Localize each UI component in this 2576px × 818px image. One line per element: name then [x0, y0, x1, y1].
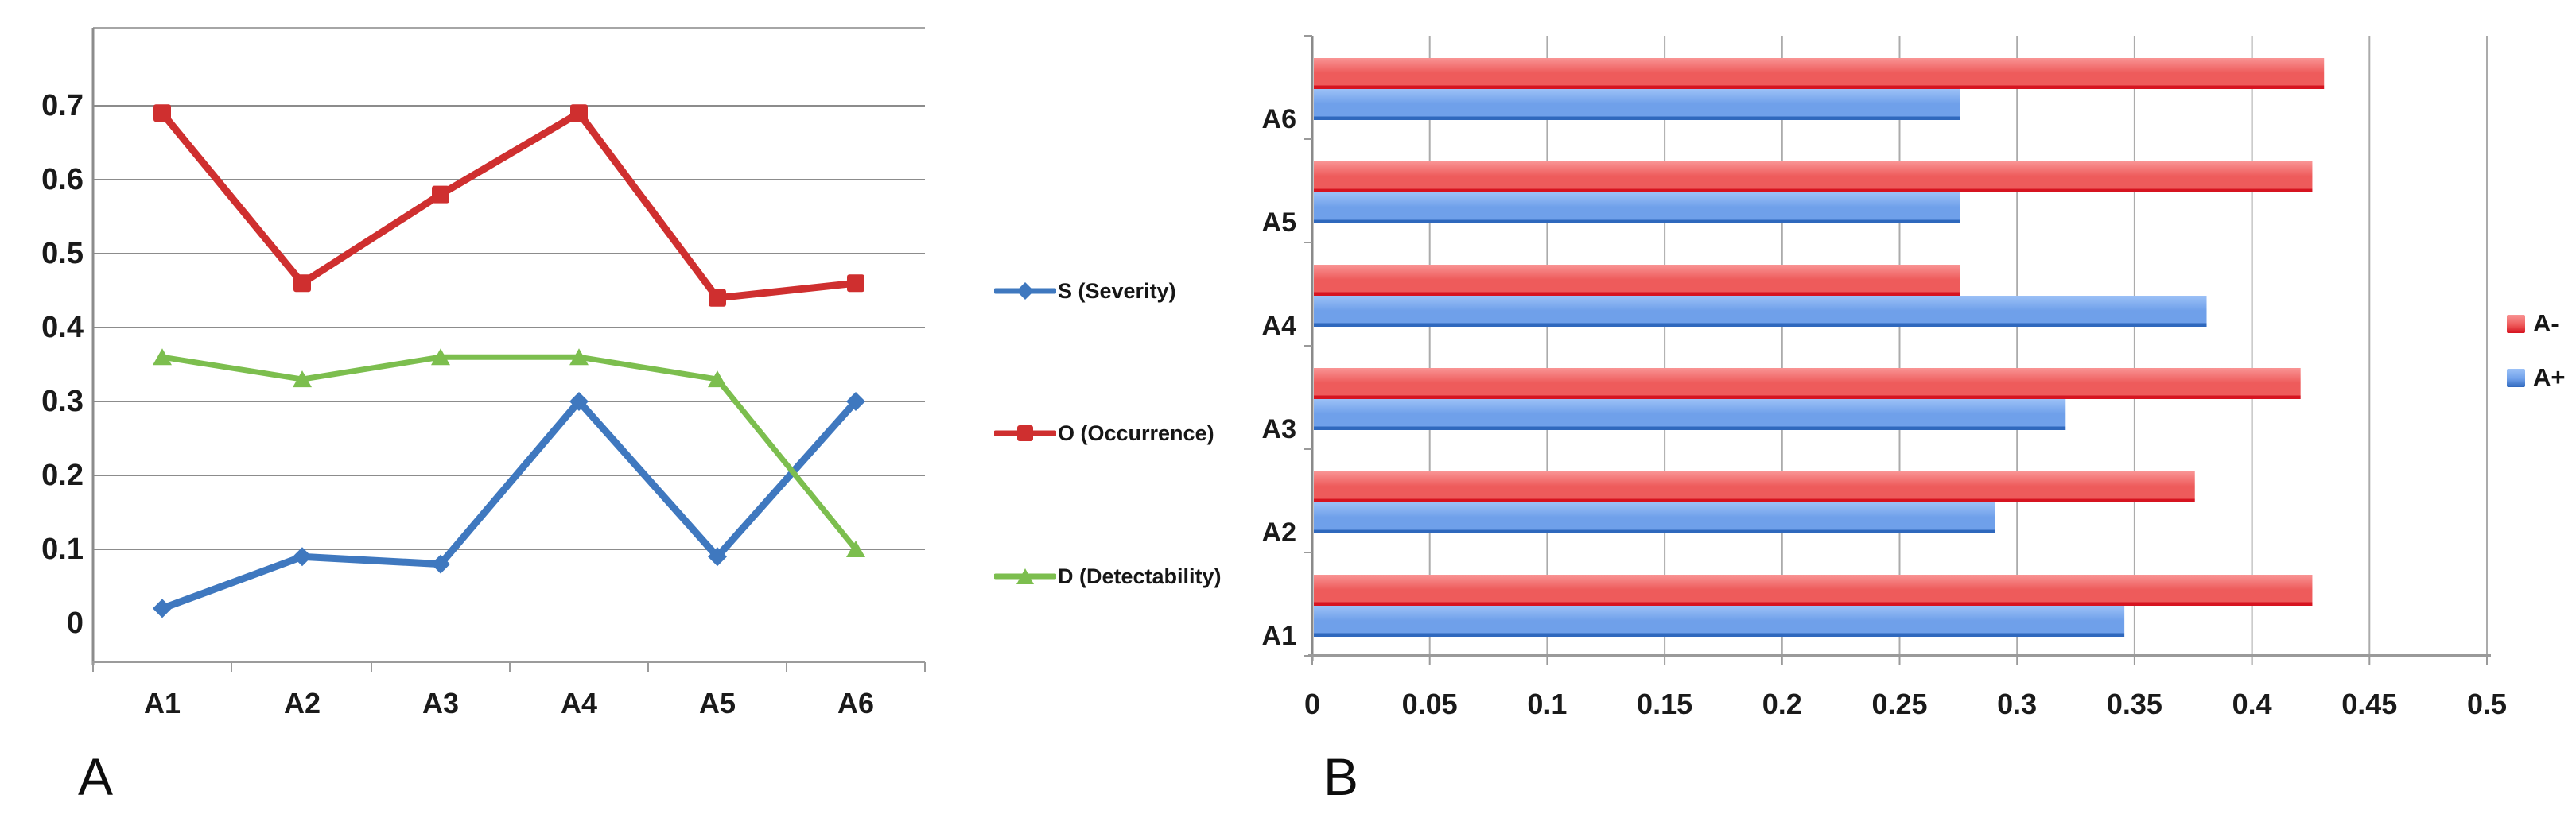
bar-a-plus-A2 [1314, 502, 1995, 533]
bar-a-plus-A6 [1314, 89, 1960, 120]
x-value-label-0.3: 0.3 [1997, 688, 2038, 720]
series-line-2 [159, 354, 859, 552]
a-minus-swatch-icon [2507, 314, 2525, 333]
x-value-label-0.1: 0.1 [1527, 688, 1568, 720]
bar-a-plus-A3 [1314, 399, 2066, 430]
panel-a-caption: A [78, 747, 114, 806]
data-point-marker [293, 274, 311, 293]
bar-a-minus-A2 [1314, 471, 2195, 502]
y-tick-label-0.5: 0.5 [41, 237, 84, 270]
legend-label-severity: S (Severity) [1058, 278, 1176, 303]
data-point-marker [431, 348, 450, 366]
x-value-label-0.5: 0.5 [2466, 688, 2508, 720]
x-value-label-0.35: 0.35 [2106, 688, 2162, 720]
x-value-label-0.15: 0.15 [1637, 688, 1693, 720]
bar-category-label-A2: A2 [1261, 518, 1296, 548]
bar-a-plus-A4 [1314, 296, 2207, 327]
legend-item-severity: S (Severity) [994, 277, 1176, 304]
panel-b-caption: B [1323, 747, 1359, 806]
bar-category-label-A3: A3 [1261, 414, 1296, 444]
y-tick-label-0: 0 [66, 607, 84, 640]
x-value-label-0.25: 0.25 [1871, 688, 1928, 720]
a-plus-swatch-icon [2507, 368, 2525, 387]
x-category-label-A2: A2 [283, 687, 321, 719]
severity-line-marker-icon [994, 281, 1056, 301]
legend-label-a-plus: A+ [2533, 363, 2566, 391]
x-value-label-0.45: 0.45 [2341, 688, 2398, 720]
occurrence-line-marker-icon [994, 423, 1056, 444]
data-point-marker [708, 370, 727, 388]
data-point-marker [709, 289, 726, 307]
legend-item-detectability: D (Detectability) [994, 563, 1222, 590]
y-tick-label-0.4: 0.4 [41, 311, 84, 344]
series-line-0 [158, 397, 860, 612]
y-tick-label-0.3: 0.3 [41, 385, 84, 418]
bar-a-plus-A1 [1314, 606, 2125, 637]
legend-item-a-minus: A- [2507, 309, 2559, 337]
bar-chart-b [1304, 35, 2491, 665]
x-value-label-0.2: 0.2 [1762, 688, 1802, 720]
legend-label-occurrence: O (Occurrence) [1058, 421, 1214, 445]
x-value-label-0.4: 0.4 [2232, 688, 2272, 720]
data-point-marker [847, 274, 864, 293]
bar-a-minus-A3 [1314, 368, 2301, 399]
data-point-marker [708, 547, 727, 567]
data-point-marker [846, 541, 865, 557]
legend-item-a-plus: A+ [2507, 363, 2566, 391]
bar-a-minus-A6 [1314, 58, 2325, 89]
x-category-label-A6: A6 [837, 687, 875, 719]
data-point-marker [570, 104, 588, 122]
legend-label-a-minus: A- [2533, 309, 2559, 337]
legend-item-occurrence: O (Occurrence) [994, 420, 1214, 447]
data-point-marker [846, 392, 865, 411]
data-point-marker [153, 599, 172, 618]
bar-a-minus-A1 [1314, 575, 2313, 606]
x-category-label-A4: A4 [560, 687, 598, 719]
data-point-marker [432, 185, 449, 204]
y-tick-label-0.6: 0.6 [41, 163, 84, 196]
bar-category-label-A5: A5 [1261, 207, 1296, 238]
bar-category-label-A6: A6 [1261, 104, 1296, 134]
x-category-label-A1: A1 [143, 687, 181, 719]
y-tick-label-0.2: 0.2 [41, 459, 84, 492]
data-point-marker [153, 348, 172, 366]
data-point-marker [293, 547, 312, 567]
bar-a-plus-A5 [1314, 192, 1960, 223]
x-category-label-A5: A5 [698, 687, 736, 719]
data-point-marker [293, 370, 312, 388]
y-tick-label-0.1: 0.1 [41, 533, 84, 566]
bar-a-minus-A5 [1314, 161, 2313, 192]
series-line-1 [158, 109, 860, 302]
bar-category-label-A1: A1 [1261, 621, 1296, 651]
data-point-marker [569, 348, 589, 366]
data-point-marker [569, 392, 589, 411]
x-value-label-0: 0 [1304, 688, 1321, 720]
bar-category-label-A4: A4 [1261, 311, 1296, 341]
line-chart-a [91, 27, 926, 672]
detectability-line-marker-icon [994, 566, 1056, 587]
data-point-marker [431, 554, 450, 574]
bar-a-minus-A4 [1314, 265, 1960, 296]
x-category-label-A3: A3 [422, 687, 460, 719]
y-tick-label-0.7: 0.7 [41, 89, 84, 122]
x-value-label-0.05: 0.05 [1401, 688, 1458, 720]
data-point-marker [153, 104, 171, 122]
legend-label-detectability: D (Detectability) [1058, 564, 1222, 588]
